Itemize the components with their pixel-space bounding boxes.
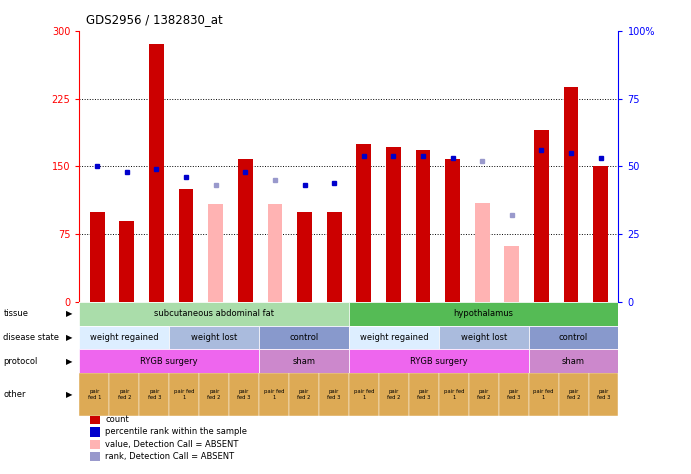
Bar — [229, 373, 259, 416]
Bar — [140, 373, 169, 416]
Bar — [529, 326, 618, 349]
Text: pair fed
1: pair fed 1 — [354, 389, 375, 400]
Bar — [349, 349, 529, 373]
Text: ▶: ▶ — [66, 310, 73, 319]
Text: pair
fed 3: pair fed 3 — [328, 389, 341, 400]
Bar — [289, 373, 319, 416]
Bar — [79, 349, 259, 373]
Text: pair
fed 2: pair fed 2 — [117, 389, 131, 400]
Text: pair
fed 3: pair fed 3 — [238, 389, 251, 400]
Text: pair
fed 1: pair fed 1 — [88, 389, 101, 400]
Text: protocol: protocol — [3, 357, 38, 366]
Bar — [468, 373, 499, 416]
Text: RYGB surgery: RYGB surgery — [410, 357, 468, 366]
Text: control: control — [559, 333, 588, 342]
Bar — [79, 302, 349, 326]
Text: subcutaneous abdominal fat: subcutaneous abdominal fat — [154, 310, 274, 319]
Bar — [349, 373, 379, 416]
Bar — [319, 373, 349, 416]
Bar — [386, 146, 401, 302]
Bar — [504, 246, 519, 302]
Bar — [91, 415, 100, 424]
Bar — [79, 326, 169, 349]
Bar — [475, 202, 490, 302]
Bar — [259, 326, 349, 349]
Bar — [259, 349, 349, 373]
Bar — [297, 211, 312, 302]
Text: ▶: ▶ — [66, 333, 73, 342]
Text: pair fed
1: pair fed 1 — [533, 389, 554, 400]
Text: pair fed
1: pair fed 1 — [264, 389, 285, 400]
Text: value, Detection Call = ABSENT: value, Detection Call = ABSENT — [105, 440, 238, 449]
Text: sham: sham — [562, 357, 585, 366]
Text: pair
fed 3: pair fed 3 — [148, 389, 161, 400]
Bar — [534, 130, 549, 302]
Bar — [439, 326, 529, 349]
Text: disease state: disease state — [3, 333, 59, 342]
Bar — [558, 373, 589, 416]
Text: GDS2956 / 1382830_at: GDS2956 / 1382830_at — [86, 13, 223, 26]
Text: ▶: ▶ — [66, 390, 73, 399]
Text: pair
fed 2: pair fed 2 — [567, 389, 580, 400]
Text: sham: sham — [292, 357, 316, 366]
Text: weight lost: weight lost — [191, 333, 237, 342]
Bar — [179, 189, 193, 302]
Text: rank, Detection Call = ABSENT: rank, Detection Call = ABSENT — [105, 452, 234, 461]
Bar — [259, 373, 289, 416]
Bar — [594, 166, 608, 302]
Text: hypothalamus: hypothalamus — [454, 310, 513, 319]
Text: pair fed
1: pair fed 1 — [444, 389, 464, 400]
Bar — [379, 373, 409, 416]
Bar — [439, 373, 468, 416]
Bar — [529, 373, 558, 416]
Bar — [109, 373, 140, 416]
Text: pair
fed 2: pair fed 2 — [477, 389, 491, 400]
Text: pair
fed 2: pair fed 2 — [297, 389, 311, 400]
Bar — [120, 220, 134, 302]
Text: ▶: ▶ — [66, 357, 73, 366]
Bar — [90, 211, 104, 302]
Bar — [529, 349, 618, 373]
Text: tissue: tissue — [3, 310, 28, 319]
Bar — [91, 427, 100, 437]
Text: weight regained: weight regained — [359, 333, 428, 342]
Text: control: control — [290, 333, 319, 342]
Text: pair
fed 2: pair fed 2 — [207, 389, 221, 400]
Text: pair
fed 3: pair fed 3 — [597, 389, 610, 400]
Text: count: count — [105, 415, 129, 424]
Bar — [169, 326, 259, 349]
Bar — [79, 373, 109, 416]
Text: pair fed
1: pair fed 1 — [174, 389, 195, 400]
Bar — [327, 211, 341, 302]
Bar — [91, 452, 100, 461]
Bar — [208, 204, 223, 302]
Bar — [445, 159, 460, 302]
Bar — [357, 144, 371, 302]
Bar — [238, 159, 253, 302]
Text: pair
fed 3: pair fed 3 — [507, 389, 520, 400]
Bar — [169, 373, 199, 416]
Bar — [267, 204, 283, 302]
Text: pair
fed 2: pair fed 2 — [387, 389, 401, 400]
Bar — [199, 373, 229, 416]
Bar — [149, 45, 164, 302]
Bar — [409, 373, 439, 416]
Bar — [589, 373, 618, 416]
Bar — [499, 373, 529, 416]
Bar — [349, 326, 439, 349]
Bar — [564, 87, 578, 302]
Text: percentile rank within the sample: percentile rank within the sample — [105, 428, 247, 437]
Text: other: other — [3, 390, 26, 399]
Text: weight lost: weight lost — [461, 333, 507, 342]
Text: RYGB surgery: RYGB surgery — [140, 357, 198, 366]
Bar — [91, 440, 100, 449]
Bar — [349, 302, 618, 326]
Text: pair
fed 3: pair fed 3 — [417, 389, 430, 400]
Text: weight regained: weight regained — [90, 333, 159, 342]
Bar — [415, 150, 430, 302]
